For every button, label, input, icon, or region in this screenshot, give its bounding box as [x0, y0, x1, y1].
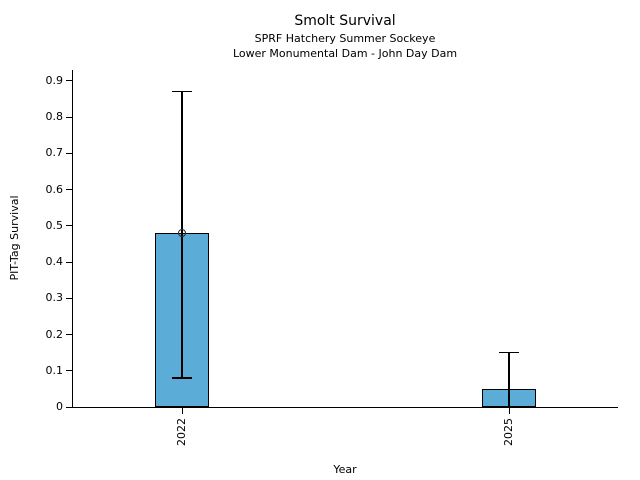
x-tick — [181, 407, 183, 414]
y-tick — [66, 116, 72, 118]
chart-subtitle-line2: Lower Monumental Dam - John Day Dam — [232, 47, 458, 60]
chart-subtitle-line1: SPRF Hatchery Summer Sockeye — [254, 32, 436, 45]
y-tick — [66, 406, 72, 408]
y-tick-label: 0.7 — [45, 146, 64, 160]
chart-title: Smolt Survival — [294, 13, 396, 29]
y-tick — [66, 370, 72, 372]
title-block: Smolt Survival SPRF Hatchery Summer Sock… — [72, 12, 618, 61]
y-tick-label: 0.3 — [45, 291, 64, 305]
y-tick-label: 0.2 — [45, 327, 64, 341]
plot-area: 0 0.1 0.2 0.3 0.4 0.5 0.6 0.7 0.8 0.9 2022 2025 — [46, 70, 618, 446]
error-bar-cap-bottom — [172, 377, 192, 379]
y-tick-label: 0.6 — [45, 182, 64, 196]
y-tick — [66, 225, 72, 227]
x-tick-label: 2025 — [502, 418, 515, 446]
y-tick-label: 0.9 — [45, 73, 64, 87]
error-bar-cap-top — [172, 90, 192, 93]
x-tick-label: 2022 — [175, 418, 188, 446]
error-bar-line — [508, 352, 510, 407]
y-tick — [66, 261, 72, 263]
y-tick-label: 0.1 — [45, 363, 64, 377]
point-marker — [178, 229, 186, 238]
y-tick-label: 0.4 — [45, 255, 64, 269]
y-tick — [66, 297, 72, 299]
y-tick-label: 0 — [56, 400, 63, 413]
y-tick — [66, 334, 72, 336]
x-tick — [508, 407, 510, 414]
y-tick — [66, 152, 72, 154]
y-tick — [66, 80, 72, 82]
y-tick-label: 0.5 — [45, 218, 64, 232]
x-axis-label: Year — [333, 463, 357, 476]
error-bar-cap-top — [499, 351, 519, 354]
y-tick — [66, 189, 72, 191]
y-tick-label: 0.8 — [45, 110, 64, 124]
